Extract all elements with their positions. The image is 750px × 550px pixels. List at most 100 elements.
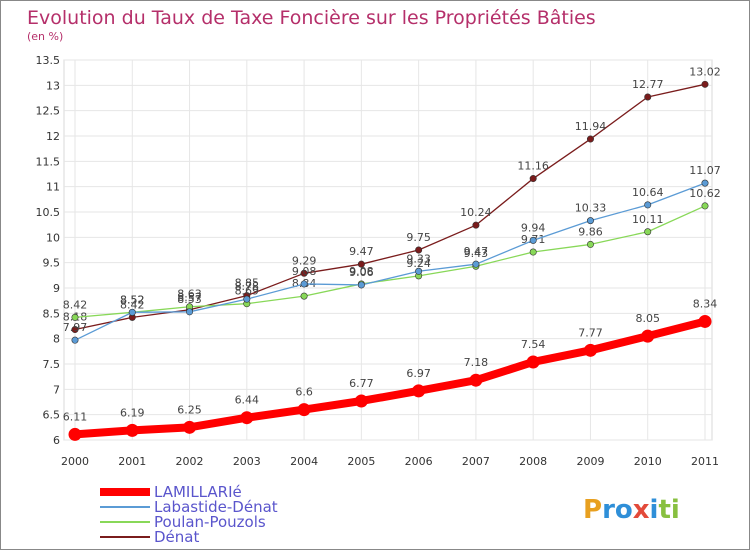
data-point xyxy=(71,313,79,321)
data-point xyxy=(641,329,655,343)
data-point xyxy=(529,236,537,244)
chart-subtitle: (en %) xyxy=(27,30,63,43)
data-point xyxy=(644,93,652,101)
data-point xyxy=(240,411,254,425)
series-line-0 xyxy=(74,317,706,439)
plot-area: 6 6.5 7 7.5 8 8.5 9 9.5 10 10.5 11 11.5 12 12.5 13 13.5… xyxy=(36,54,721,468)
data-label: 8.42 xyxy=(63,298,88,311)
data-label: 9.08 xyxy=(349,265,374,278)
data-label: 6.77 xyxy=(349,377,374,390)
series-line-3 xyxy=(74,83,706,331)
y-tick-label: 12 xyxy=(46,130,60,143)
data-point xyxy=(68,427,82,441)
data-label: 8.69 xyxy=(235,285,260,298)
x-tick-label: 2006 xyxy=(405,455,433,468)
x-tick-label: 2007 xyxy=(462,455,490,468)
brand-logo: Proxiti xyxy=(583,495,680,525)
data-point xyxy=(300,269,308,277)
x-tick-label: 2002 xyxy=(176,455,204,468)
x-tick-label: 2000 xyxy=(61,455,89,468)
data-label: 8.85 xyxy=(235,277,260,290)
data-label: 9.47 xyxy=(349,245,374,258)
data-label: 9.47 xyxy=(464,245,489,258)
data-point xyxy=(586,217,594,225)
data-label: 9.33 xyxy=(406,252,431,265)
data-label: 9.08 xyxy=(292,265,317,278)
x-tick-label: 2008 xyxy=(519,455,547,468)
data-label: 9.43 xyxy=(464,247,489,260)
legend-label: Labastide-Dénat xyxy=(154,498,278,516)
data-point xyxy=(526,355,540,369)
y-tick-label: 13.5 xyxy=(36,54,61,67)
x-tick-label: 2004 xyxy=(290,455,318,468)
data-label: 9.94 xyxy=(521,221,546,234)
x-tick-label: 2011 xyxy=(691,455,719,468)
y-tick-label: 8.5 xyxy=(43,307,61,320)
data-label: 8.63 xyxy=(177,288,202,301)
data-point xyxy=(71,336,79,344)
data-label: 6.6 xyxy=(295,386,313,399)
data-label: 7.18 xyxy=(464,356,489,369)
y-tick-label: 11.5 xyxy=(36,155,61,168)
data-label: 6.11 xyxy=(63,410,88,423)
data-point xyxy=(183,420,197,434)
y-tick-label: 10.5 xyxy=(36,206,61,219)
data-point xyxy=(297,403,311,417)
data-label: 10.24 xyxy=(460,206,492,219)
data-point xyxy=(644,201,652,209)
data-label: 6.97 xyxy=(406,367,431,380)
data-point xyxy=(300,280,308,288)
data-point xyxy=(354,394,368,408)
y-tick-label: 6 xyxy=(53,434,60,447)
x-tick-label: 2010 xyxy=(634,455,662,468)
data-label: 12.77 xyxy=(632,78,664,91)
y-tick-label: 13 xyxy=(46,79,60,92)
data-point xyxy=(583,343,597,357)
x-tick-label: 2003 xyxy=(233,455,261,468)
data-point xyxy=(586,135,594,143)
data-label: 6.44 xyxy=(235,394,260,407)
data-label: 9.29 xyxy=(292,254,317,267)
data-point xyxy=(125,423,139,437)
chart-title: Evolution du Taux de Taxe Foncière sur l… xyxy=(27,7,596,29)
data-point xyxy=(469,373,483,387)
y-tick-label: 6.5 xyxy=(43,409,61,422)
data-label: 8.42 xyxy=(120,298,145,311)
data-label: 7.97 xyxy=(63,321,88,334)
data-label: 6.19 xyxy=(120,406,145,419)
data-label: 9.75 xyxy=(406,231,431,244)
data-label: 9.24 xyxy=(406,257,431,270)
data-label: 7.77 xyxy=(578,326,603,339)
data-point xyxy=(186,308,194,316)
data-label: 11.94 xyxy=(575,120,607,133)
data-label: 8.34 xyxy=(693,297,718,310)
data-point xyxy=(128,308,136,316)
y-tick-label: 8 xyxy=(53,333,60,346)
data-label: 8.57 xyxy=(177,291,202,304)
data-label: 8.52 xyxy=(120,293,145,306)
data-point xyxy=(415,246,423,254)
data-label: 8.78 xyxy=(235,280,260,293)
data-point xyxy=(357,281,365,289)
legend: LAMILLARIéLabastide-DénatPoulan-PouzolsD… xyxy=(100,483,278,546)
y-tick-label: 12.5 xyxy=(36,105,61,118)
data-point xyxy=(412,384,426,398)
y-tick-label: 10 xyxy=(46,231,60,244)
data-label: 8.05 xyxy=(635,312,660,325)
data-point xyxy=(698,314,712,328)
y-tick-label: 7.5 xyxy=(43,358,61,371)
data-point xyxy=(300,292,308,300)
data-label: 13.02 xyxy=(689,65,721,78)
x-tick-label: 2005 xyxy=(347,455,375,468)
data-label: 11.07 xyxy=(689,164,721,177)
data-point xyxy=(586,240,594,248)
data-point xyxy=(701,179,709,187)
data-point xyxy=(243,295,251,303)
legend-label: Poulan-Pouzols xyxy=(154,513,266,531)
data-label: 11.16 xyxy=(517,160,549,173)
data-point xyxy=(701,202,709,210)
data-point xyxy=(529,175,537,183)
data-label: 10.33 xyxy=(575,202,607,215)
y-tick-label: 9.5 xyxy=(43,257,61,270)
